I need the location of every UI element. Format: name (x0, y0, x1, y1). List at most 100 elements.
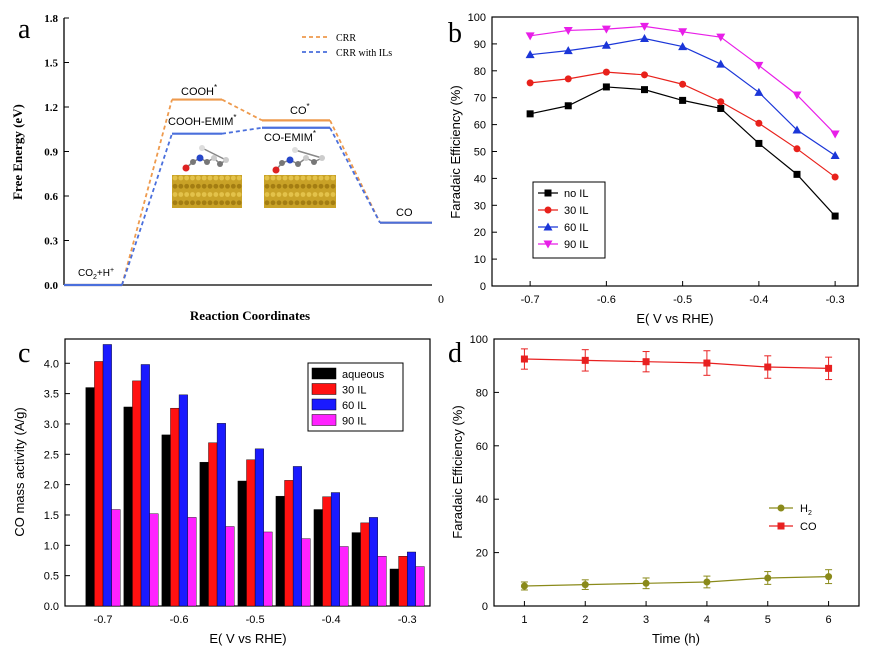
legend-swatch (311, 414, 337, 426)
data-point (830, 151, 840, 160)
level-label-part: +H (97, 268, 110, 279)
bar-60-IL (102, 344, 112, 607)
gold-atom (312, 175, 318, 181)
y-tick-label: 1.2 (44, 102, 58, 114)
bar-90-IL (301, 538, 311, 607)
y-tick-label: 60 (474, 120, 486, 132)
gold-atom (184, 183, 190, 189)
atom (279, 160, 285, 166)
data-point (678, 42, 688, 51)
x-tick-label: -0.5 (673, 294, 692, 306)
molecule-co-emim (272, 147, 325, 174)
bar-30-IL (132, 380, 142, 607)
y-tick-label: 70 (474, 93, 486, 105)
data-point (525, 32, 535, 41)
superscript: + (110, 267, 114, 274)
gold-atom (213, 183, 219, 189)
gold-atom (300, 183, 306, 189)
bar-90-IL (149, 513, 159, 607)
bar-90-IL (415, 566, 425, 607)
gold-atom (172, 200, 178, 206)
gold-atom (312, 192, 318, 197)
atom (190, 159, 196, 165)
legend-label: 60 IL (564, 222, 588, 234)
gold-atom (236, 183, 242, 189)
crr-transition-2 (329, 119, 381, 224)
gold-atom (201, 183, 207, 189)
legend-label: 30 IL (564, 205, 588, 217)
x-tick-label: -0.7 (521, 294, 540, 306)
y-tick-label: 0.3 (44, 236, 58, 248)
label-base: CO (290, 105, 307, 117)
gold-atom (190, 192, 195, 197)
x-tick-label: -0.5 (246, 614, 265, 626)
bar-aqueous (237, 480, 247, 607)
catalyst-slab-co (264, 175, 336, 208)
x-tick-label: 4 (704, 614, 710, 626)
x-tick-label: 6 (826, 614, 832, 626)
superscript: * (313, 129, 316, 138)
molecule-cooh-emim (182, 145, 229, 172)
legend-label: H2 (800, 503, 812, 517)
gold-atom (172, 192, 178, 197)
bar-30-IL (94, 361, 104, 607)
gold-atom (201, 200, 207, 206)
bar-60-IL (140, 364, 150, 607)
y-axis-title: Free Energy (eV) (10, 104, 25, 200)
gold-atom (312, 200, 318, 206)
legend-label: CRR with ILs (336, 48, 392, 59)
bar-30-IL (322, 496, 332, 607)
crr-transition-1 (221, 98, 263, 122)
data-point (526, 110, 534, 118)
y-tick-label: 2.0 (44, 480, 59, 492)
bar-60-IL (292, 466, 302, 607)
atom (319, 155, 325, 161)
legend-label: 30 IL (342, 385, 366, 397)
data-point (764, 363, 772, 371)
gold-atom (324, 183, 330, 189)
subscript: 2 (93, 274, 97, 281)
data-point (679, 80, 687, 88)
legend-marker (543, 222, 553, 231)
gold-atom (213, 175, 219, 181)
gold-atom (306, 183, 312, 189)
gold-atom (282, 183, 288, 189)
gold-atom (294, 192, 300, 197)
gold-atom (264, 183, 270, 189)
y-axis-title: Faradaic Efficiency (%) (450, 405, 465, 538)
gold-atom (264, 200, 270, 206)
gold-atom (236, 175, 242, 181)
level-label-cooh: COOH* (181, 83, 217, 98)
atom (311, 159, 317, 165)
data-point (520, 582, 528, 590)
bar-90-IL (263, 531, 273, 607)
bond (294, 149, 323, 159)
gold-atom (330, 192, 336, 197)
y-tick-label: 0.0 (44, 280, 58, 292)
data-point (641, 71, 648, 79)
data-point (831, 212, 839, 220)
gold-atom (330, 183, 336, 189)
gold-atom (225, 192, 230, 197)
y-tick-label: 1.0 (44, 540, 59, 552)
gold-atom (330, 175, 336, 181)
bar-aqueous (199, 461, 209, 607)
gold-atom (201, 192, 207, 197)
data-point (642, 579, 650, 587)
gold-atom (230, 192, 236, 197)
gold-atom (190, 200, 195, 206)
atom (272, 166, 280, 174)
gold-atom (270, 175, 276, 181)
label-base: CO-EMIM (264, 132, 313, 144)
panel-label-d: d (448, 338, 462, 369)
gold-atom (282, 175, 288, 181)
gold-atom (306, 192, 312, 197)
gold-atom (207, 192, 213, 197)
gold-atom (270, 183, 276, 189)
gold-atom (219, 183, 225, 189)
data-point (642, 358, 650, 366)
gold-atom (288, 192, 294, 197)
y-axis-title: CO mass activity (A/g) (12, 407, 27, 536)
crr-transition-0 (121, 99, 173, 286)
gold-atom (276, 175, 282, 181)
